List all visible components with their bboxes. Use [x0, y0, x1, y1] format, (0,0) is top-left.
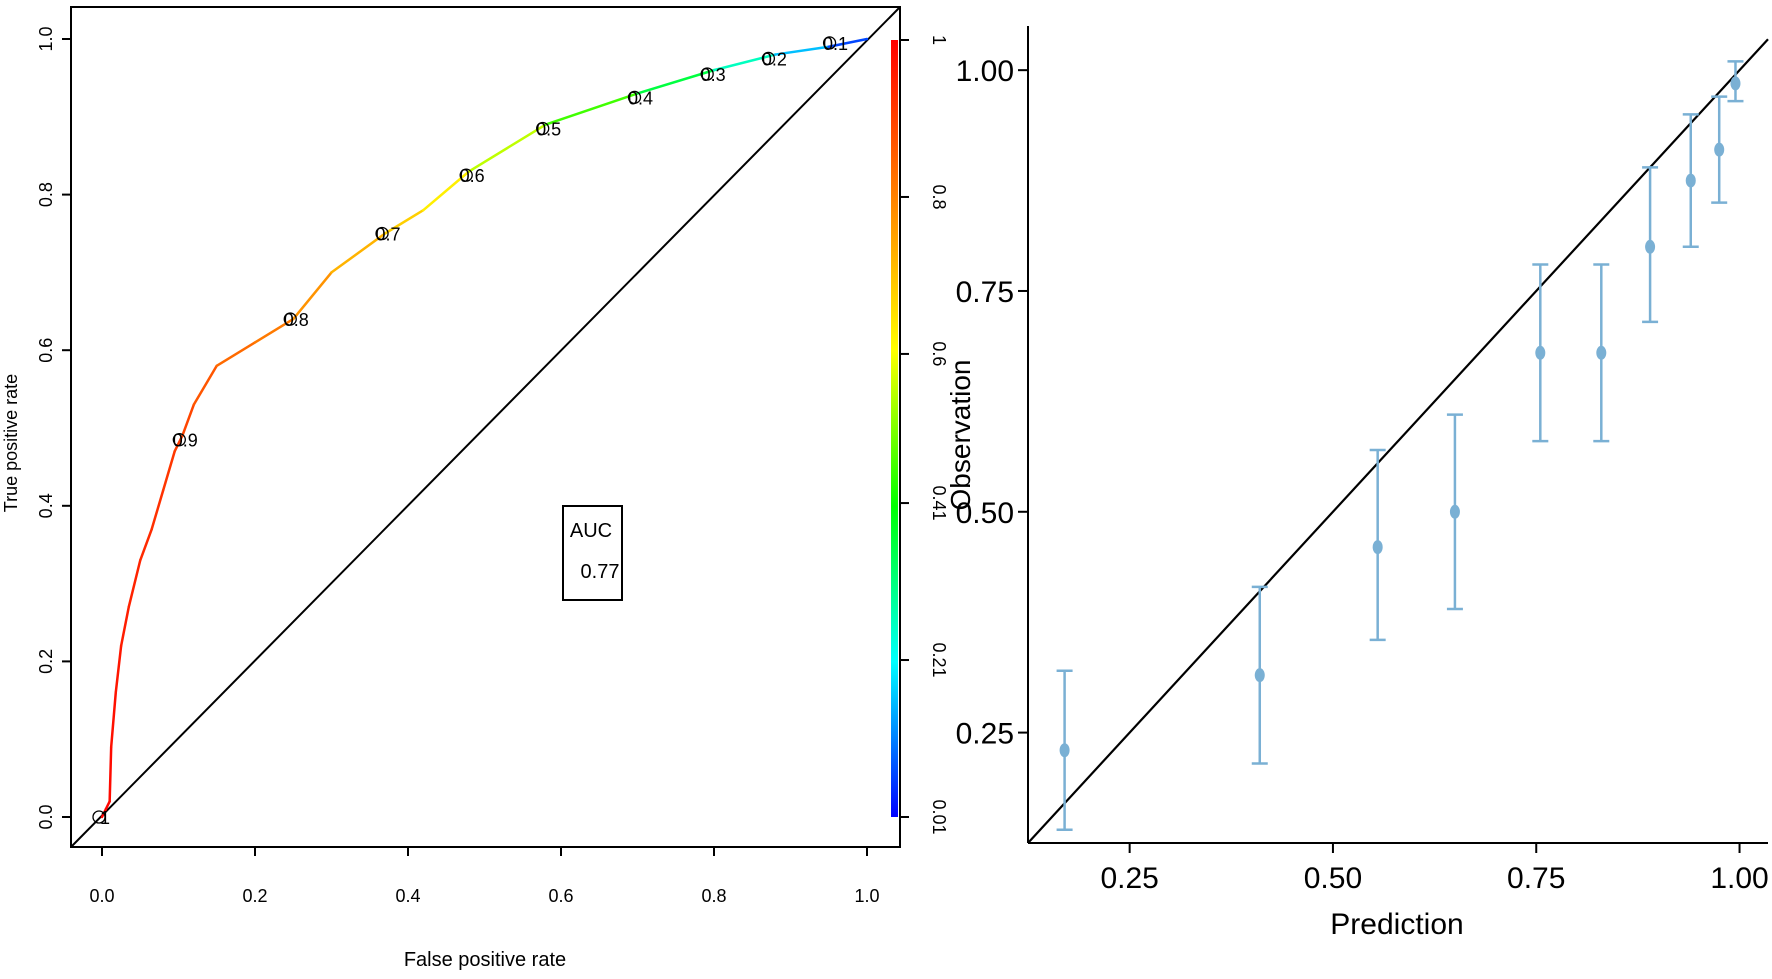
roc-curve-segment: [192, 364, 218, 406]
roc-curve-segment: [114, 644, 123, 694]
calibration-point: [1730, 76, 1741, 91]
calibration-point: [1449, 504, 1460, 519]
roc-curve-segment: [127, 559, 142, 609]
threshold-label: 0.1: [823, 34, 848, 54]
threshold-marker: [459, 168, 473, 182]
calibration-chart: 0.25 0.50 0.75 1.00 0.25 0.50 0.75 1.00: [956, 38, 1769, 895]
roc-curve-segment: [104, 800, 111, 811]
colorbar-ticks: 0.01 0.21 0.41 0.6 0.8 1: [900, 35, 949, 835]
threshold-label: 0.5: [536, 119, 561, 139]
roc-chart: 1 0.9 0.8 0.7 0.6 0.5 0.4 0.3 0.2 0.1 0.0 0.2 0.4 0.6…: [36, 6, 901, 906]
threshold-label: 0.6: [460, 166, 485, 186]
colorbar-tick-label: 0.8: [929, 184, 949, 209]
roc-y-tick-label: 1.0: [36, 26, 56, 51]
roc-curve-segment: [544, 92, 639, 126]
threshold-label: 0.8: [284, 310, 309, 330]
calibration-point: [1535, 345, 1546, 360]
roc-x-tick-label: 1.0: [854, 886, 879, 906]
colorbar-tick-label: 0.6: [929, 341, 949, 366]
roc-curve-segment: [215, 341, 257, 368]
cal-x-axis-title: Prediction: [1330, 908, 1463, 941]
threshold-label: 0.9: [173, 431, 198, 451]
cal-y-tick-label: 0.25: [956, 718, 1014, 751]
roc-curve-segment: [108, 745, 113, 803]
roc-curve-segment: [150, 488, 165, 531]
threshold-label: 0.7: [376, 225, 401, 245]
calibration-point: [1254, 668, 1265, 683]
roc-curve-segment: [383, 208, 425, 235]
colorbar-tick-label: 0.01: [929, 799, 949, 834]
roc-curve-segment: [422, 170, 471, 212]
roc-curve-segment: [773, 45, 830, 56]
cal-x-tick-label: 0.25: [1100, 862, 1158, 895]
threshold-label: 0.2: [762, 49, 787, 69]
colorbar: [891, 40, 898, 817]
roc-curve-segment: [253, 317, 295, 344]
calibration-point: [1714, 142, 1725, 157]
roc-x-tick-label: 0.8: [701, 886, 726, 906]
roc-y-tick-label: 0.8: [36, 182, 56, 207]
roc-y-axis-title: True positive rate: [1, 374, 21, 512]
roc-curve-segment: [467, 123, 547, 173]
calibration-reference-line: [1027, 38, 1769, 844]
cal-y-axis-title: Observation: [945, 360, 976, 511]
roc-y-tick-label: 0.6: [36, 338, 56, 363]
threshold-marker: [172, 433, 186, 447]
cal-x-tick-label: 0.75: [1507, 862, 1565, 895]
auc-value: 0.77: [581, 561, 620, 583]
roc-curve-segment: [292, 271, 333, 321]
cal-y-tick-label: 0.50: [956, 497, 1014, 530]
roc-curve-segment: [173, 434, 184, 453]
colorbar-tick-label: 0.41: [929, 486, 949, 521]
roc-x-tick-label: 0.2: [242, 886, 267, 906]
roc-curve-segment: [330, 232, 387, 274]
roc-x-tick-label: 0.6: [548, 886, 573, 906]
roc-y-tick-label: 0.2: [36, 649, 56, 674]
roc-x-tick-label: 0.0: [89, 886, 114, 906]
auc-box: AUC 0.77: [562, 505, 623, 601]
roc-x-axis-title: False positive rate: [404, 949, 566, 971]
calibration-point: [1645, 239, 1656, 254]
roc-curve-segment: [161, 450, 176, 492]
roc-curve-segment: [139, 527, 153, 562]
threshold-label: 1: [100, 808, 110, 828]
roc-curve-segment: [712, 53, 777, 72]
threshold-marker: [283, 312, 297, 326]
threshold-marker: [761, 51, 776, 66]
roc-y-tick-label: 0.0: [36, 804, 56, 829]
threshold-marker: [375, 226, 389, 241]
cal-y-tick-label: 1.00: [956, 55, 1014, 88]
cal-x-tick-label: 0.50: [1304, 862, 1362, 895]
threshold-label: 0.3: [701, 65, 726, 85]
calibration-point: [1372, 540, 1383, 555]
colorbar-tick-label: 0.21: [929, 643, 949, 678]
cal-x-tick-label: 1.00: [1710, 862, 1768, 895]
roc-curve-segment: [181, 403, 196, 438]
calibration-point: [1596, 345, 1607, 360]
roc-curve-segment: [109, 691, 118, 749]
threshold-marker: [822, 36, 837, 50]
threshold-marker: [92, 810, 106, 824]
calibration-point: [1685, 173, 1696, 188]
roc-curve-segment: [119, 605, 131, 648]
roc-plot-frame: [70, 6, 901, 848]
colorbar-tick-label: 1: [929, 35, 949, 45]
threshold-marker: [536, 121, 550, 136]
calibration-point: [1059, 743, 1070, 758]
threshold-label: 0.4: [628, 88, 653, 108]
roc-y-tick-label: 0.4: [36, 493, 56, 518]
threshold-marker: [700, 67, 714, 81]
cal-y-tick-label: 0.75: [956, 276, 1014, 309]
roc-diagonal-line: [70, 6, 901, 848]
auc-title: AUC: [570, 520, 612, 542]
threshold-marker: [627, 90, 642, 104]
roc-x-tick-label: 0.4: [395, 886, 420, 906]
